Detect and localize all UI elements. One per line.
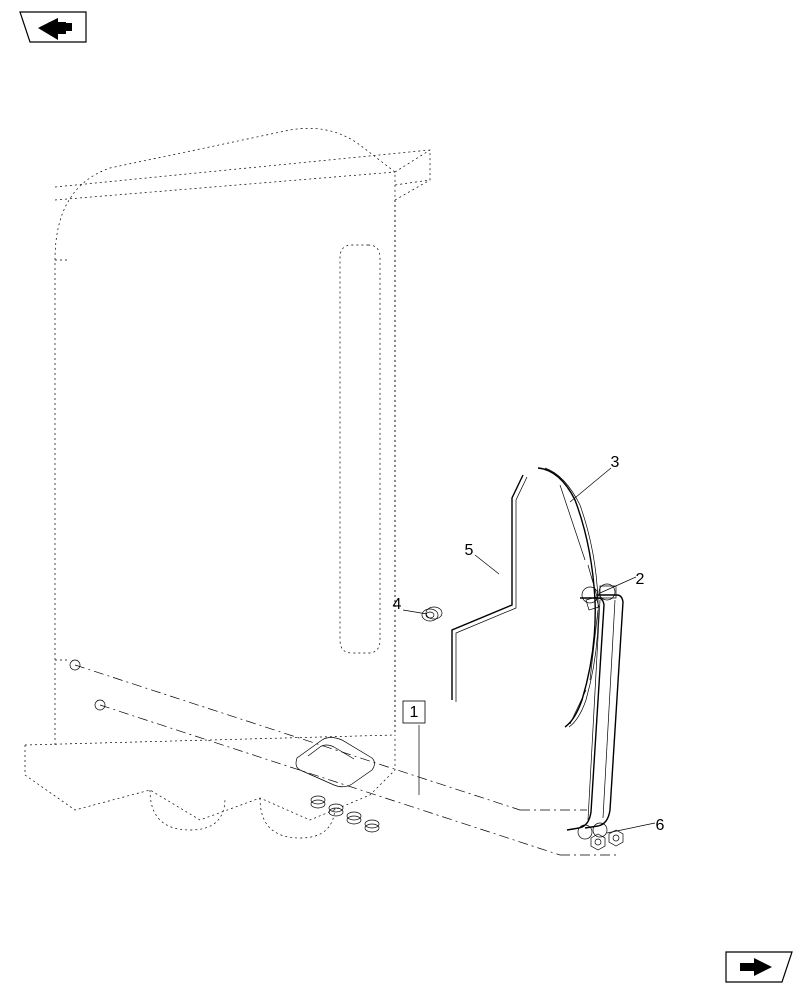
parts-diagram: 1 2 3 4 5 6 xyxy=(0,0,812,1000)
assembly-axes xyxy=(70,660,617,855)
callout-label-5: 5 xyxy=(465,542,474,559)
next-page-icon xyxy=(726,952,792,982)
callout-label-1: 1 xyxy=(410,704,419,721)
callout-leader-5 xyxy=(475,555,499,574)
callout-label-2: 2 xyxy=(636,571,645,588)
callout-label-4: 4 xyxy=(393,596,402,613)
callout-label-6: 6 xyxy=(656,817,665,834)
wiper-motor xyxy=(296,738,379,833)
washer-tube xyxy=(452,475,527,702)
callout-label-3: 3 xyxy=(611,454,620,471)
callout-leader-2 xyxy=(600,577,636,593)
callouts: 1 2 3 4 5 6 xyxy=(393,454,665,834)
callout-leader-3 xyxy=(570,468,611,502)
prev-page-icon xyxy=(20,12,86,42)
cab-outline xyxy=(25,128,430,838)
callout-leader-6 xyxy=(607,823,655,833)
